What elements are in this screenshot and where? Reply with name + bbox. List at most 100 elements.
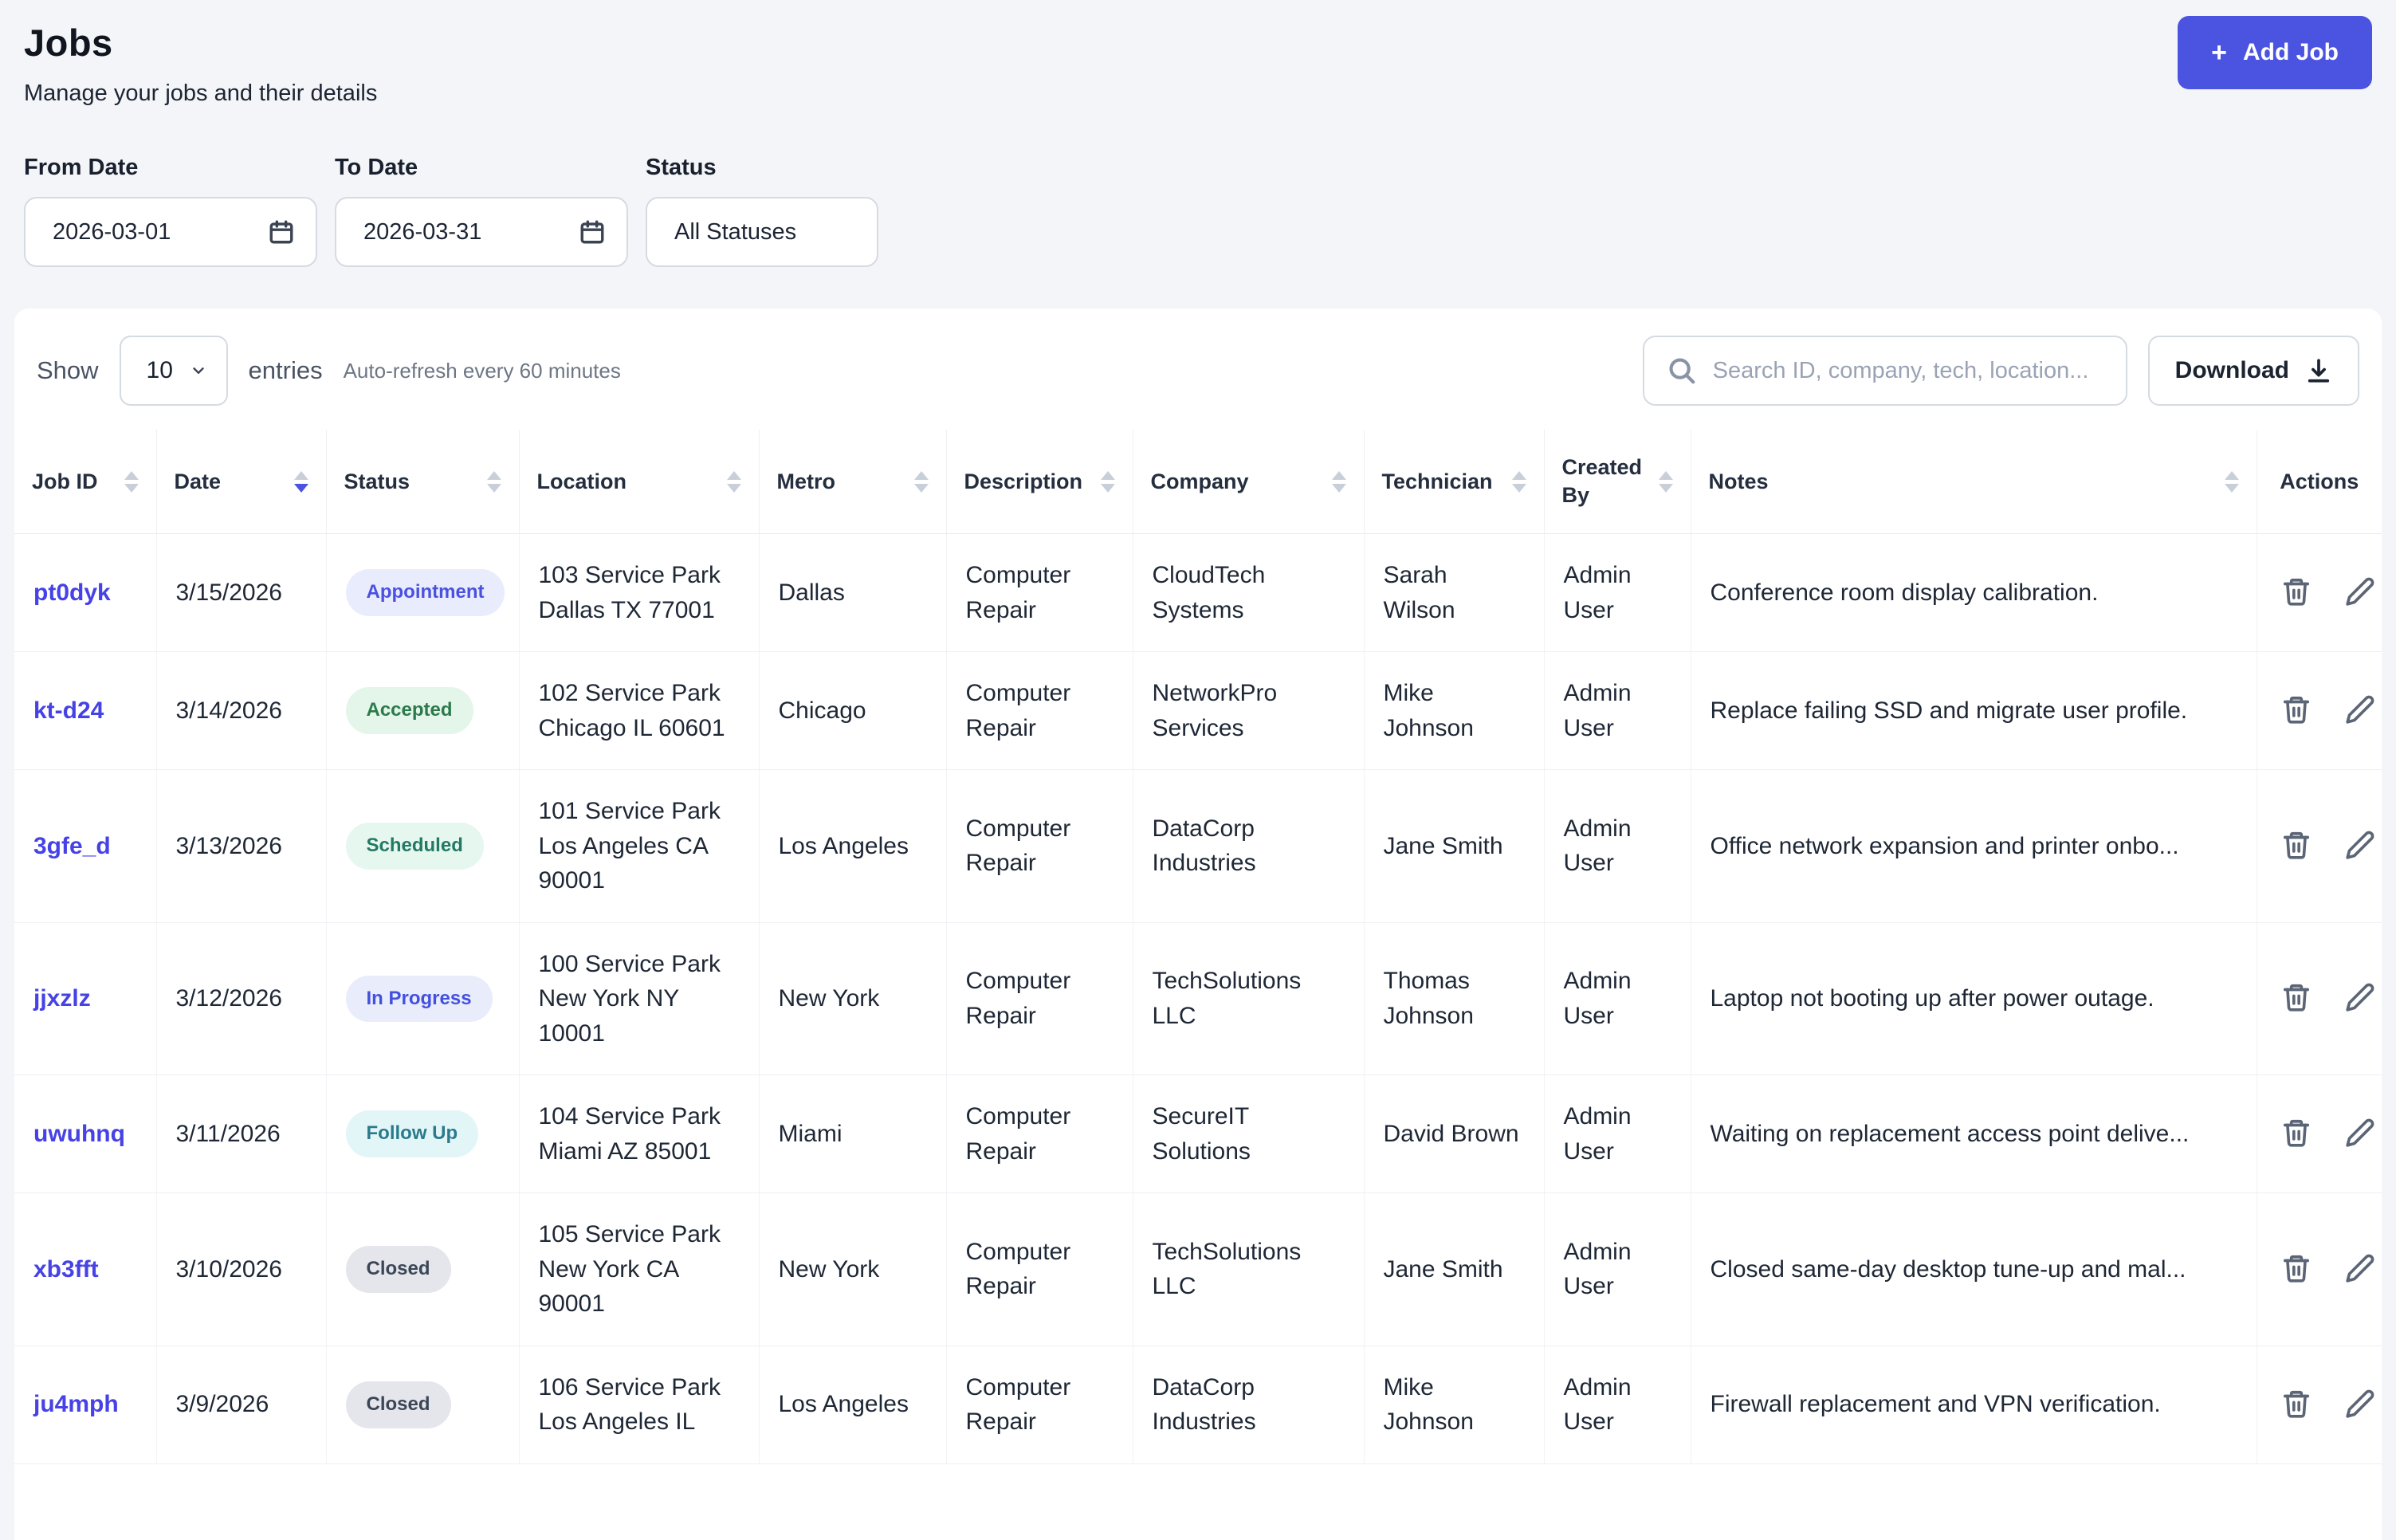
job-id-link[interactable]: kt-d24 <box>33 697 104 724</box>
to-date-input[interactable]: 2026-03-31 <box>335 197 628 267</box>
created-by-cell: Admin User <box>1543 651 1691 771</box>
status-badge: Appointment <box>345 569 505 617</box>
technician-cell: Thomas Johnson <box>1363 922 1544 1076</box>
entries-label: entries <box>248 356 323 384</box>
metro-cell: Miami <box>758 1074 946 1194</box>
delete-job-button[interactable] <box>2276 825 2316 867</box>
search-input[interactable] <box>1712 357 2107 384</box>
sort-icon[interactable] <box>1511 470 1526 493</box>
sort-icon[interactable] <box>2224 470 2239 493</box>
job-id-link[interactable]: uwuhnq <box>33 1120 125 1147</box>
edit-job-button[interactable] <box>2340 1384 2380 1426</box>
column-header-created-by[interactable]: Created By <box>1543 430 1691 535</box>
delete-job-button[interactable] <box>2276 977 2316 1019</box>
trash-icon <box>2283 984 2309 1012</box>
date-cell: 3/12/2026 <box>155 922 326 1076</box>
status-badge: Accepted <box>345 687 473 735</box>
table-row: kt-d24 3/14/2026 Accepted 102 Service Park … <box>14 651 2382 771</box>
created-by-cell: Admin User <box>1543 1074 1691 1194</box>
description-cell: Computer Repair <box>945 1074 1133 1194</box>
sort-icon[interactable] <box>486 470 501 493</box>
column-header-metro[interactable]: Metro <box>758 430 946 535</box>
from-date-input[interactable]: 2026-03-01 <box>24 197 317 267</box>
column-header-date[interactable]: Date <box>155 430 326 535</box>
job-id-cell: ju4mph <box>14 1346 156 1464</box>
description-cell: Computer Repair <box>945 651 1133 771</box>
column-header-notes[interactable]: Notes <box>1690 430 2257 535</box>
technician-cell: Mike Johnson <box>1363 1346 1544 1464</box>
status-badge: Closed <box>345 1381 451 1428</box>
job-id-link[interactable]: jjxzlz <box>33 985 91 1012</box>
sort-icon[interactable] <box>1658 470 1673 493</box>
edit-job-button[interactable] <box>2340 572 2380 614</box>
page-size-select[interactable]: 10 <box>119 336 228 406</box>
edit-job-button[interactable] <box>2340 689 2380 732</box>
actions-cell <box>2256 922 2382 1076</box>
column-header-status[interactable]: Status <box>325 430 519 535</box>
sort-icon[interactable] <box>293 470 308 493</box>
actions-cell <box>2256 651 2382 771</box>
column-header-location[interactable]: Location <box>518 430 759 535</box>
table-row: ju4mph 3/9/2026 Closed 106 Service Park Los… <box>14 1346 2382 1464</box>
company-cell: DataCorp Industries <box>1132 1346 1364 1464</box>
company-cell: NetworkPro Services <box>1132 651 1364 771</box>
job-id-link[interactable]: 3gfe_d <box>33 832 111 859</box>
edit-job-button[interactable] <box>2340 825 2380 867</box>
sort-icon[interactable] <box>1331 470 1346 493</box>
delete-job-button[interactable] <box>2276 689 2316 732</box>
job-id-link[interactable]: xb3fft <box>33 1255 99 1283</box>
auto-refresh-note: Auto-refresh every 60 minutes <box>343 358 621 383</box>
delete-job-button[interactable] <box>2276 1248 2316 1291</box>
trash-icon <box>2283 1390 2309 1418</box>
pencil-icon <box>2346 1389 2374 1418</box>
calendar-icon[interactable] <box>268 218 295 246</box>
company-cell: SecureIT Solutions <box>1132 1074 1364 1194</box>
sort-icon[interactable] <box>1100 470 1115 493</box>
description-cell: Computer Repair <box>945 1346 1133 1464</box>
column-header-description[interactable]: Description <box>945 430 1133 535</box>
delete-job-button[interactable] <box>2276 572 2316 614</box>
job-id-link[interactable]: ju4mph <box>33 1391 119 1418</box>
sort-icon[interactable] <box>913 470 929 493</box>
download-button[interactable]: Download <box>2147 336 2359 406</box>
edit-job-button[interactable] <box>2340 1248 2380 1291</box>
notes-cell: Firewall replacement and VPN verificatio… <box>1690 1346 2257 1464</box>
table-controls: Show 10 entries Auto-refresh every 60 mi… <box>14 308 2382 430</box>
add-job-label: Add Job <box>2243 39 2339 65</box>
sort-icon[interactable] <box>124 470 139 493</box>
trash-icon <box>2283 831 2309 859</box>
actions-cell <box>2256 1192 2382 1346</box>
actions-cell <box>2256 533 2382 653</box>
notes-cell: Closed same-day desktop tune-up and mal.… <box>1690 1192 2257 1346</box>
calendar-icon[interactable] <box>579 218 606 246</box>
table-header-row: Job ID Date Status Location Metro Descri… <box>14 430 2382 535</box>
technician-cell: Mike Johnson <box>1363 651 1544 771</box>
job-id-link[interactable]: pt0dyk <box>33 579 111 606</box>
sort-icon[interactable] <box>726 470 741 493</box>
date-cell: 3/11/2026 <box>155 1074 326 1194</box>
status-badge: Scheduled <box>345 823 484 870</box>
jobs-table-card: Show 10 entries Auto-refresh every 60 mi… <box>14 308 2382 1540</box>
column-header-technician[interactable]: Technician <box>1363 430 1544 535</box>
delete-job-button[interactable] <box>2276 1384 2316 1426</box>
column-header-job-id[interactable]: Job ID <box>14 430 156 535</box>
add-job-button[interactable]: + Add Job <box>2178 16 2372 89</box>
status-badge: In Progress <box>345 975 493 1023</box>
status-filter-label: Status <box>646 155 717 180</box>
delete-job-button[interactable] <box>2276 1113 2316 1155</box>
pencil-icon <box>2346 695 2374 724</box>
location-cell: 102 Service Park Chicago IL 60601 <box>518 651 759 771</box>
description-cell: Computer Repair <box>945 769 1133 923</box>
status-select[interactable]: All Statuses <box>646 197 878 267</box>
pencil-icon <box>2346 1118 2374 1147</box>
pencil-icon <box>2346 831 2374 859</box>
edit-job-button[interactable] <box>2340 977 2380 1019</box>
description-cell: Computer Repair <box>945 1192 1133 1346</box>
column-header-actions: Actions <box>2256 430 2382 535</box>
to-date-value: 2026-03-31 <box>363 218 482 245</box>
page-subtitle: Manage your jobs and their details <box>24 81 378 106</box>
plus-icon: + <box>2211 37 2227 68</box>
column-header-company[interactable]: Company <box>1132 430 1364 535</box>
edit-job-button[interactable] <box>2340 1113 2380 1155</box>
actions-cell <box>2256 1346 2382 1464</box>
